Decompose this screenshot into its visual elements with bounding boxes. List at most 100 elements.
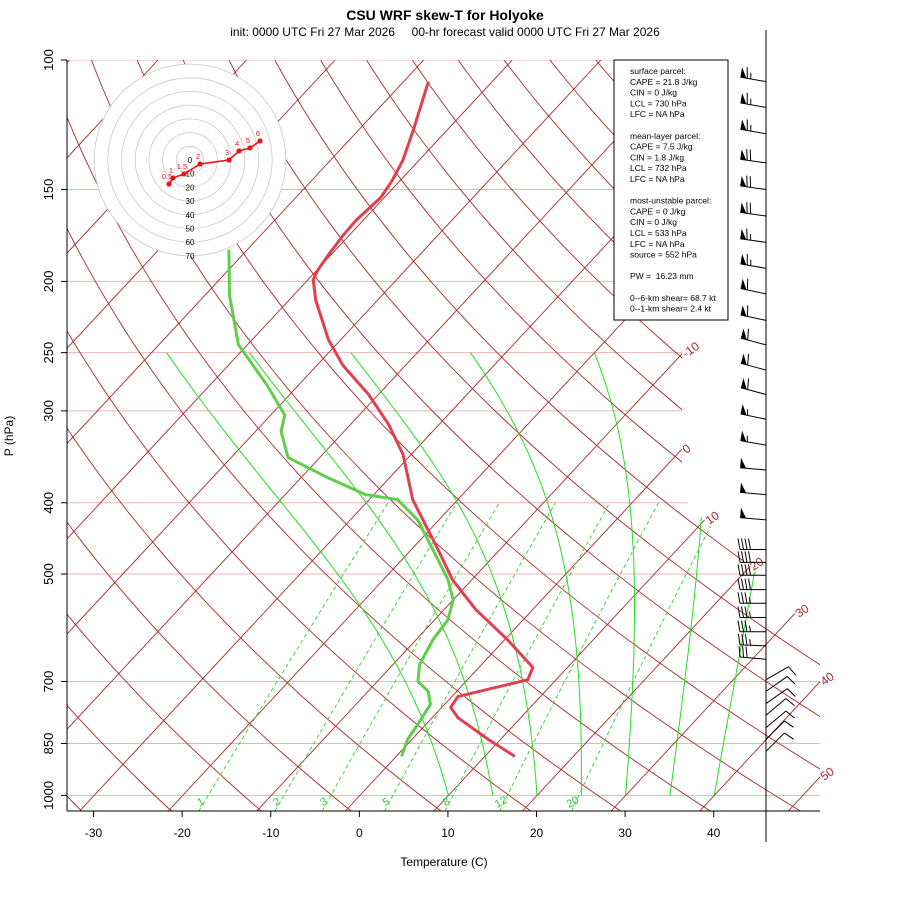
mixing-ratio-label: 8 (441, 796, 452, 809)
barb-full (785, 710, 795, 719)
hodograph-ring (134, 104, 246, 216)
barb-staff (740, 362, 767, 371)
dry-adiabat (457, 60, 820, 811)
barb-pennant (740, 507, 747, 519)
mixing-ratio-line (198, 502, 389, 811)
wind-barb (737, 620, 766, 633)
isotherm-label: 40 (818, 669, 837, 688)
barb-staff (765, 698, 787, 716)
moist-adiabat (469, 352, 583, 796)
hodograph-ring (121, 91, 259, 229)
hodograph-ring (175, 145, 205, 175)
barb-full (747, 328, 750, 341)
barb-full (737, 606, 741, 618)
wind-barb (765, 676, 796, 692)
barb-full (744, 592, 748, 604)
hodograph-ring-label: 50 (186, 225, 195, 234)
x-tick-label: -10 (262, 826, 280, 840)
barb-full (737, 633, 741, 645)
shear-line: 0--6-km shear= 68.7 kt (630, 293, 716, 303)
isotherm-label: 30 (793, 601, 812, 620)
moist-adiabat (350, 352, 538, 796)
parcel-heading: most-unstable parcel: (630, 196, 711, 206)
wind-barbs (737, 67, 797, 752)
wind-barb (740, 67, 767, 83)
mixing-ratio-line (499, 502, 659, 811)
barb-full (742, 646, 745, 658)
isotherm (67, 60, 513, 811)
parcel-line: source = 552 hPa (630, 250, 697, 260)
shear-line: 0--1-km shear= 2.4 kt (630, 304, 712, 314)
barb-full (747, 378, 750, 390)
barb-full (737, 551, 741, 563)
wind-barb (740, 202, 767, 217)
barb-staff (740, 440, 767, 446)
barb-half (749, 611, 751, 618)
barb-staff (740, 211, 767, 217)
hodograph-point (257, 138, 263, 144)
mixing-ratio-label: 3 (318, 796, 329, 809)
y-axis-label: P (hPa) (2, 416, 16, 456)
parcel-line: LCL = 533 hPa (630, 228, 687, 238)
wind-barb (740, 457, 767, 471)
wind-barb (740, 378, 767, 395)
barb-pennant (740, 353, 747, 365)
profile-line (311, 81, 535, 758)
wind-barb (737, 592, 766, 604)
x-tick-label: -20 (173, 826, 191, 840)
barb-full (744, 606, 748, 618)
wind-barb (740, 430, 767, 446)
hodograph-height-label: 4 (235, 139, 239, 148)
wind-barb (740, 149, 767, 164)
wind-barb (740, 507, 767, 521)
barb-staff (765, 720, 785, 740)
y-tick-label: 400 (41, 492, 56, 514)
hodograph-ring-label: 10 (186, 170, 195, 179)
wind-barb (765, 720, 794, 740)
wind-barb (765, 688, 796, 704)
dry-adiabat (320, 60, 820, 811)
parcel-line: LFC = NA hPa (630, 239, 685, 249)
mixing-ratio-label: 2 (271, 796, 282, 809)
barb-pennant (740, 430, 747, 442)
wind-barb (737, 564, 766, 576)
barb-full (737, 620, 741, 632)
hodograph-ring-label: 40 (186, 211, 195, 220)
wind-barb (765, 710, 795, 729)
parcel-heading: surface parcel: (630, 66, 686, 76)
hodograph-height-label: 5 (246, 136, 250, 145)
barb-full (786, 688, 796, 697)
barb-full (788, 666, 797, 676)
hodograph-ring-label: 30 (186, 197, 195, 206)
isotherm-label: 0 (680, 441, 694, 456)
isotherm-label: 10 (703, 508, 722, 527)
wind-barb (740, 253, 767, 269)
dry-adiabat (67, 60, 262, 811)
barb-staff (740, 656, 767, 660)
parcel-line: CAPE = 7.5 J/kg (630, 142, 693, 152)
mixing-ratio-line (444, 502, 611, 811)
hodograph-ring-label: 60 (186, 238, 195, 247)
barb-full (741, 538, 744, 550)
hodograph-ring-label: 0 (188, 156, 193, 165)
moist-adiabat (166, 352, 449, 796)
hodograph-point (247, 145, 253, 151)
barb-pennant (740, 482, 747, 493)
wind-barb (740, 175, 767, 190)
barb-full (737, 592, 741, 604)
parcel-line: LFC = NA hPa (630, 109, 685, 119)
barb-full (748, 538, 751, 550)
hodograph-height-label: 3 (225, 148, 229, 157)
parcel-line: LCL = 732 hPa (630, 163, 687, 173)
barb-full (737, 564, 741, 576)
parcel-heading: mean-layer parcel: (630, 131, 700, 141)
barb-full (741, 551, 744, 563)
wind-barb (740, 119, 767, 135)
barb-full (784, 732, 794, 740)
barb-staff (740, 467, 767, 471)
dry-adiabat (182, 60, 820, 811)
barb-pennant (740, 93, 747, 104)
barb-pennant (740, 228, 747, 240)
hodograph-background (94, 64, 286, 256)
